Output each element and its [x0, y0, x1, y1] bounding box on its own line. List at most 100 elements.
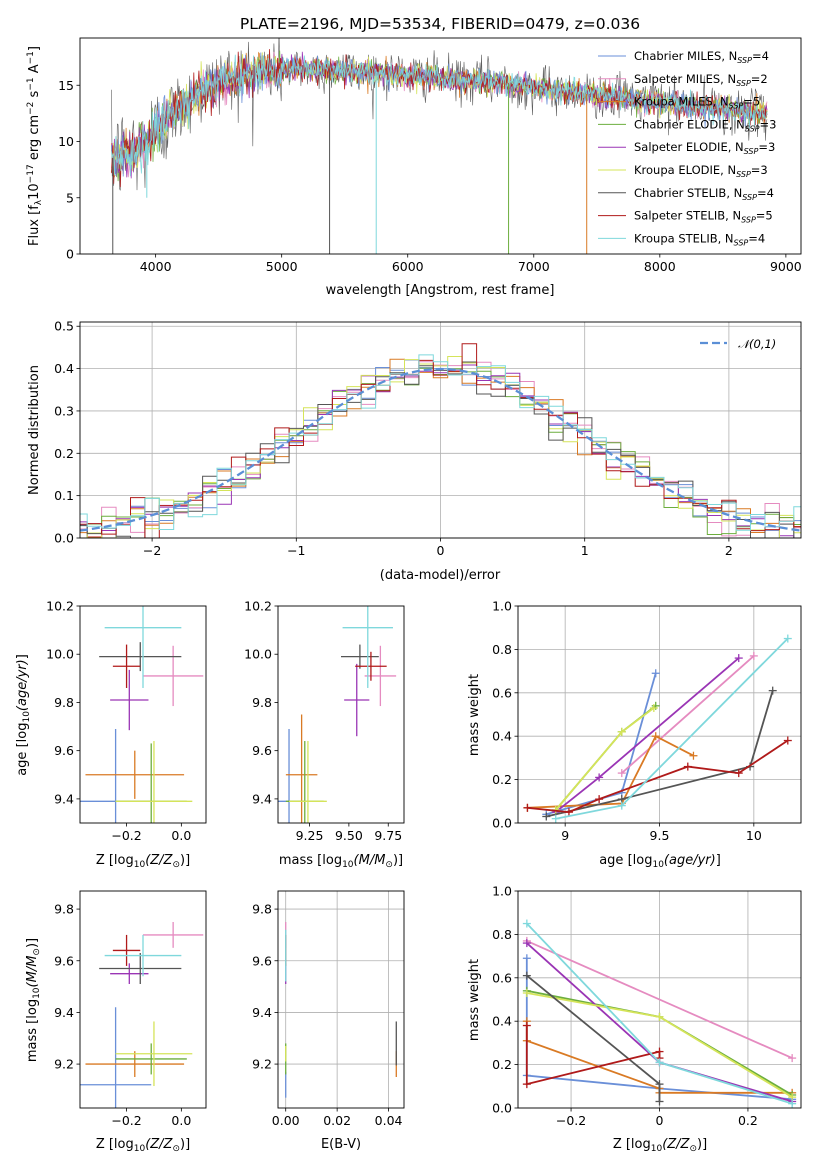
legend-entry: Kroupa STELIB, NSSP=4 [634, 231, 765, 247]
legend-text: Kroupa MILES, N [634, 95, 729, 109]
legend-sub: SSP [745, 124, 760, 133]
y-tick-label: 15 [58, 78, 74, 93]
y-tick-label: 0.4 [492, 729, 512, 744]
y-tick-label: 0.4 [492, 1014, 512, 1029]
x-tick-label: 6000 [392, 259, 424, 274]
x-label-part: Z [log [613, 1137, 651, 1152]
y-tick-label: 0.5 [54, 319, 74, 334]
legend-sub: SSP [742, 193, 757, 202]
y-label-part: −1 [26, 77, 36, 90]
legend-count: =4 [748, 231, 765, 245]
y-tick-label: 5 [66, 190, 74, 205]
x-tick-label: 0 [656, 1113, 664, 1128]
label-part: 10 [32, 987, 42, 999]
axes-frame-age_vs_Z [79, 605, 207, 824]
label-part: 10 [22, 711, 32, 723]
plot-area-age_vs_mass [278, 606, 397, 823]
y-axis-label: Normed distribution [27, 365, 42, 495]
residual-histogram-8 [80, 354, 801, 531]
y-tick-label: 10.2 [46, 599, 74, 614]
x-tick-label: 0.0 [171, 1113, 191, 1128]
x-axis-label: (data-model)/error [380, 568, 501, 583]
y-tick-label: 0.1 [54, 488, 74, 503]
y-axis-label: mass [log10(M/M⊙)] [25, 938, 42, 1062]
y-tick-label: 9.4 [54, 1005, 74, 1020]
legend-sub: SSP [737, 56, 752, 65]
x-label-part: ⊙ [172, 860, 180, 870]
legend-entry: Chabrier MILES, NSSP=4 [634, 49, 769, 65]
y-label-part: Flux [f [27, 205, 42, 246]
residual-histogram-4 [80, 364, 801, 538]
legend-sub: SSP [744, 147, 759, 156]
y-tick-label: 9.6 [54, 953, 74, 968]
y-tick-label: 0.3 [54, 403, 74, 418]
legend-sub: SSP [736, 170, 751, 179]
residual-histogram-6 [80, 361, 801, 538]
y-label-part: A [27, 64, 42, 77]
x-tick-label: 0.04 [375, 1113, 403, 1128]
x-tick-label: −0.2 [556, 1113, 586, 1128]
x-tick-label: −0.2 [111, 1113, 141, 1128]
axes-frame-mass_vs_ebv [277, 890, 405, 1109]
axes-age_vs_mass: 9.25 9.50 9.75 9.4 9.6 9.8 10.0 10.2 mass [log10… [244, 599, 405, 870]
y-tick-label: 9.8 [54, 902, 74, 917]
x-label-part: ⊙ [172, 1144, 180, 1154]
x-label-part: Z [log [96, 1137, 134, 1152]
plot-area-mass_vs_Z [80, 922, 204, 1108]
legend-count: =4 [757, 186, 774, 200]
plot-area-age_vs_Z [80, 606, 204, 823]
legend-text: Chabrier STELIB, N [634, 186, 742, 200]
x-tick-label: 9.50 [335, 828, 363, 843]
x-tick-label: −1 [287, 543, 305, 558]
label-part: ⊙ [385, 860, 393, 870]
axes-residuals: −2 −1 0 1 2 0.0 0.1 0.2 0.3 0.4 0.5 𝒩(0,1) (data-mod… [27, 319, 802, 583]
x-tick-label: 9.25 [296, 828, 324, 843]
y-axis-label: mass weight [467, 959, 482, 1041]
label-part: ] [716, 853, 721, 868]
x-tick-label: 4000 [140, 259, 172, 274]
y-tick-label: 9.6 [54, 743, 74, 758]
label-part: ⊙ [32, 948, 42, 956]
x-tick-label: −0.2 [111, 828, 141, 843]
y-tick-label: 9.4 [54, 791, 74, 806]
label-part: )] [393, 853, 403, 868]
y-tick-label: 10.0 [244, 647, 272, 662]
y-tick-label: 10.0 [46, 647, 74, 662]
y-tick-label: 9.8 [252, 695, 272, 710]
x-tick-label: 7000 [518, 259, 550, 274]
y-label-part: −17 [26, 164, 36, 183]
y-tick-label: 0.2 [492, 772, 512, 787]
x-label-part: )] [180, 853, 190, 868]
y-tick-label: 10.2 [244, 599, 272, 614]
legend-entry: Chabrier STELIB, NSSP=4 [634, 186, 774, 202]
x-tick-label: 2 [725, 543, 733, 558]
x-tick-label: 10 [746, 828, 762, 843]
x-axis-label: mass [log10(M/M⊙)] [279, 853, 403, 870]
y-tick-label: 0.0 [54, 531, 74, 546]
plot-area-mass_vs_ebv [285, 922, 397, 1098]
axes-frame-age_vs_mass [277, 605, 405, 824]
legend-count: =5 [756, 209, 773, 223]
y-label-part: s [27, 90, 42, 101]
y-tick-label: 0 [66, 247, 74, 262]
normal-reference-curve [80, 367, 801, 532]
y-tick-label: 10 [58, 134, 74, 149]
x-label-part: (Z/Z [145, 1137, 173, 1152]
legend-text: Chabrier ELODIE, N [634, 117, 745, 131]
y-label-part: λ [34, 199, 44, 205]
legend-entry: Chabrier ELODIE, NSSP=3 [634, 117, 776, 133]
axes-frame-weight_vs_Z [517, 890, 802, 1109]
y-tick-label: 1.0 [492, 884, 512, 899]
legend-sub: SSP [734, 238, 749, 247]
legend-sub: SSP [736, 79, 751, 88]
legend-count: =3 [760, 117, 777, 131]
x-tick-label: 0 [437, 543, 445, 558]
y-tick-label: 9.8 [252, 902, 272, 917]
legend-count: =5 [743, 95, 760, 109]
weight-line [526, 940, 793, 1059]
spectrum-line-kroupa-stelib [111, 54, 768, 177]
weight-line [546, 690, 774, 818]
x-tick-label: 9.75 [374, 828, 402, 843]
